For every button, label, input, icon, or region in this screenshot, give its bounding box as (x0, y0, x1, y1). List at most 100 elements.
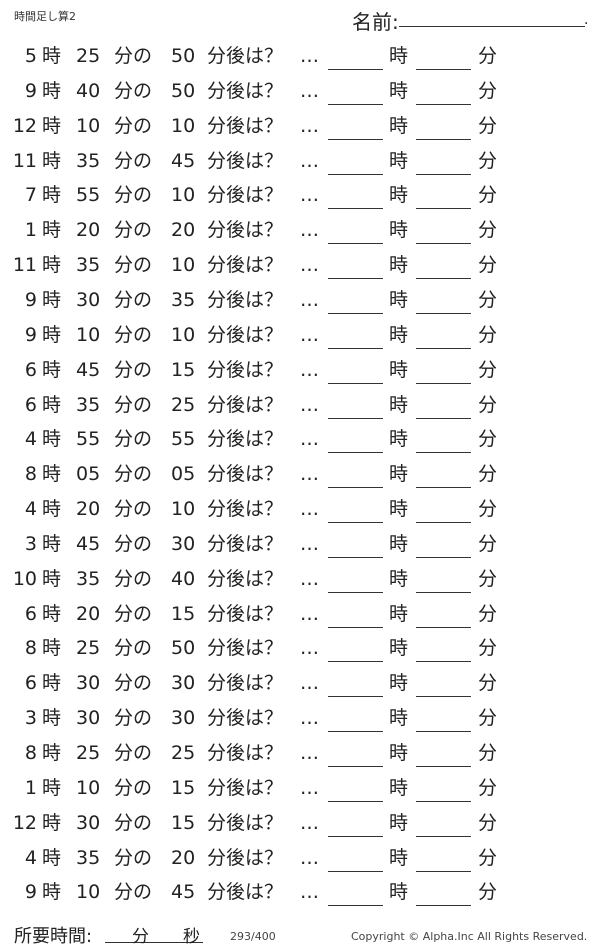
answer-minute-blank[interactable] (416, 661, 471, 663)
hour-value: 6 (24, 602, 37, 625)
added-minutes-value: 30 (171, 707, 196, 730)
answer-minute-label: 分 (478, 358, 498, 381)
answer-minute-blank[interactable] (416, 347, 471, 349)
answer-hour-blank[interactable] (328, 661, 383, 663)
problem-row: 12 時 10 分の 10 分後は？… 時分 (0, 114, 600, 148)
answer-hour-blank[interactable] (328, 626, 383, 628)
hour-value: 5 (24, 45, 37, 67)
after-label: 分後は？ (207, 567, 284, 590)
minute-value: 35 (76, 254, 101, 277)
minute-of-label: 分の (114, 149, 153, 172)
answer-minute-blank[interactable] (416, 69, 471, 70)
ellipsis: … (300, 45, 319, 67)
answer-hour-blank[interactable] (328, 69, 383, 70)
answer-hour-blank[interactable] (328, 243, 383, 245)
answer-minute-blank[interactable] (416, 556, 471, 558)
answer-hour-label: 時 (389, 881, 409, 904)
added-minutes-value: 05 (171, 463, 196, 486)
answer-minute-label: 分 (478, 742, 498, 764)
minute-of-label: 分の (114, 358, 153, 381)
problem-row: 11 時 35 分の 10 分後は？… 時分 (0, 253, 600, 287)
answer-hour-blank[interactable] (328, 556, 383, 558)
answer-minute-blank[interactable] (416, 626, 471, 628)
after-label: 分後は？ (207, 79, 284, 102)
answer-minute-blank[interactable] (416, 208, 471, 210)
answer-hour-blank[interactable] (328, 766, 383, 767)
answer-minute-blank[interactable] (416, 905, 471, 907)
answer-hour-label: 時 (389, 393, 409, 416)
added-minutes-value: 10 (171, 323, 196, 346)
minute-of-label: 分の (114, 672, 153, 695)
hour-label: 時 (42, 219, 62, 242)
answer-minute-label: 分 (478, 811, 498, 834)
time-taken-field[interactable] (105, 942, 203, 943)
answer-minute-blank[interactable] (416, 870, 471, 872)
answer-minute-blank[interactable] (416, 766, 471, 767)
answer-minute-blank[interactable] (416, 173, 471, 175)
hour-label: 時 (42, 288, 62, 311)
answer-hour-label: 時 (389, 602, 409, 625)
hour-value: 9 (24, 79, 37, 102)
answer-hour-label: 時 (389, 846, 409, 869)
answer-hour-blank[interactable] (328, 382, 383, 384)
answer-hour-blank[interactable] (328, 487, 383, 489)
ellipsis: … (300, 567, 319, 590)
answer-hour-blank[interactable] (328, 522, 383, 524)
answer-hour-blank[interactable] (328, 591, 383, 593)
answer-minute-blank[interactable] (416, 800, 471, 802)
answer-minute-blank[interactable] (416, 417, 471, 419)
hour-value: 4 (24, 428, 37, 451)
ellipsis: … (300, 707, 319, 730)
answer-hour-label: 時 (389, 637, 409, 660)
answer-hour-blank[interactable] (328, 208, 383, 210)
answer-hour-blank[interactable] (328, 312, 383, 314)
answer-hour-blank[interactable] (328, 870, 383, 872)
minute-value: 30 (76, 707, 101, 730)
hour-value: 12 (12, 114, 37, 137)
answer-hour-blank[interactable] (328, 835, 383, 837)
answer-minute-blank[interactable] (416, 103, 471, 105)
after-label: 分後は？ (207, 184, 284, 207)
minute-value: 20 (76, 219, 101, 242)
answer-minute-blank[interactable] (416, 382, 471, 384)
answer-minute-blank[interactable] (416, 731, 471, 733)
name-field[interactable] (399, 26, 585, 27)
answer-hour-label: 時 (389, 567, 409, 590)
added-minutes-value: 15 (171, 776, 196, 799)
time-taken-label: 所要時間: (14, 926, 93, 947)
answer-minute-blank[interactable] (416, 696, 471, 698)
ellipsis: … (300, 846, 319, 869)
answer-hour-blank[interactable] (328, 173, 383, 175)
answer-minute-blank[interactable] (416, 487, 471, 489)
answer-hour-blank[interactable] (328, 731, 383, 733)
answer-minute-blank[interactable] (416, 591, 471, 593)
answer-hour-blank[interactable] (328, 696, 383, 698)
answer-minute-blank[interactable] (416, 835, 471, 837)
answer-hour-blank[interactable] (328, 417, 383, 419)
hour-value: 6 (24, 672, 37, 695)
answer-hour-blank[interactable] (328, 138, 383, 140)
answer-hour-blank[interactable] (328, 905, 383, 907)
ellipsis: … (300, 288, 319, 311)
problem-row: 8 時 05 分の 05 分後は？… 時分 (0, 462, 600, 496)
answer-hour-blank[interactable] (328, 103, 383, 105)
answer-minute-blank[interactable] (416, 138, 471, 140)
hour-value: 12 (12, 811, 37, 834)
answer-minute-blank[interactable] (416, 278, 471, 280)
name-end-dot: . (584, 12, 589, 28)
answer-hour-label: 時 (389, 498, 409, 521)
answer-hour-blank[interactable] (328, 278, 383, 280)
answer-minute-blank[interactable] (416, 522, 471, 524)
answer-minute-blank[interactable] (416, 452, 471, 454)
answer-hour-label: 時 (389, 463, 409, 486)
problem-row: 4 時 20 分の 10 分後は？… 時分 (0, 497, 600, 531)
answer-hour-blank[interactable] (328, 800, 383, 802)
answer-hour-blank[interactable] (328, 347, 383, 349)
added-minutes-value: 10 (171, 498, 196, 521)
answer-minute-blank[interactable] (416, 243, 471, 245)
answer-minute-blank[interactable] (416, 312, 471, 314)
added-minutes-value: 20 (171, 846, 196, 869)
minute-value: 25 (76, 637, 101, 660)
hour-value: 3 (24, 532, 37, 555)
answer-hour-blank[interactable] (328, 452, 383, 454)
